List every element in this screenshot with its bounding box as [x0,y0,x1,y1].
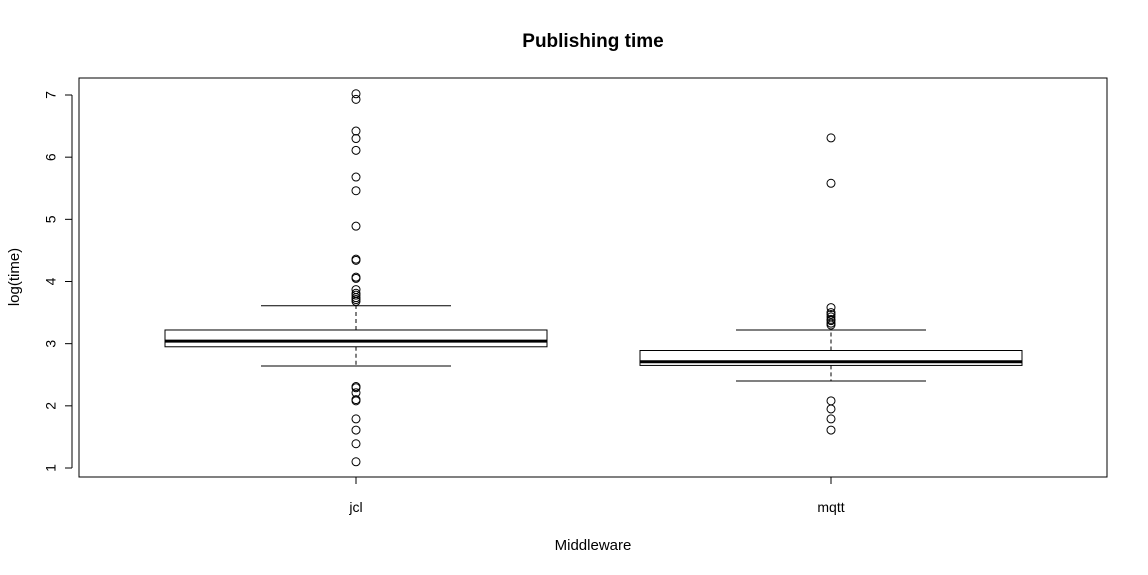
y-tick-label: 4 [43,277,59,285]
outlier-point [826,303,836,313]
outlier-point [351,145,361,155]
chart-title: Publishing time [522,31,663,52]
y-tick-label: 5 [43,215,59,223]
outlier-point [826,133,836,143]
outlier-point [351,383,361,393]
outlier-point [826,178,836,188]
plot-frame [78,77,1108,478]
box-jcl [164,89,548,467]
x-axis-label: Middleware [555,537,632,554]
y-axis: 1 2 3 4 5 6 7 [43,91,73,472]
outlier-point [826,414,836,424]
x-axis: jcl mqtt [348,476,845,515]
outlier-point [826,320,836,330]
outlier-point [351,89,361,99]
outlier-point [351,290,361,300]
boxes [164,89,1023,467]
y-tick-label: 7 [43,91,59,99]
outlier-point [351,439,361,449]
outlier-point [351,134,361,144]
box-mqtt [639,133,1023,435]
outlier-point [826,396,836,406]
x-tick-label: jcl [348,499,362,515]
y-tick-label: 6 [43,153,59,161]
iqr-box [164,329,548,348]
outlier-point [826,425,836,435]
y-tick-label: 2 [43,402,59,410]
y-tick-label: 1 [43,464,59,472]
outlier-point [351,425,361,435]
outlier-point [351,457,361,467]
outlier-point [351,255,361,265]
outlier-point [351,414,361,424]
y-axis-label: log(time) [6,248,23,306]
outlier-point [351,221,361,231]
y-tick-label: 3 [43,340,59,348]
outlier-point [351,186,361,196]
outlier-point [351,296,361,306]
x-tick-label: mqtt [817,499,844,515]
outlier-point [826,309,836,319]
outlier-point [351,273,361,283]
outlier-point [351,126,361,136]
outlier-point [351,94,361,104]
outlier-point [351,172,361,182]
outlier-point [826,404,836,414]
outlier-point [351,396,361,406]
outlier-point [826,316,836,326]
